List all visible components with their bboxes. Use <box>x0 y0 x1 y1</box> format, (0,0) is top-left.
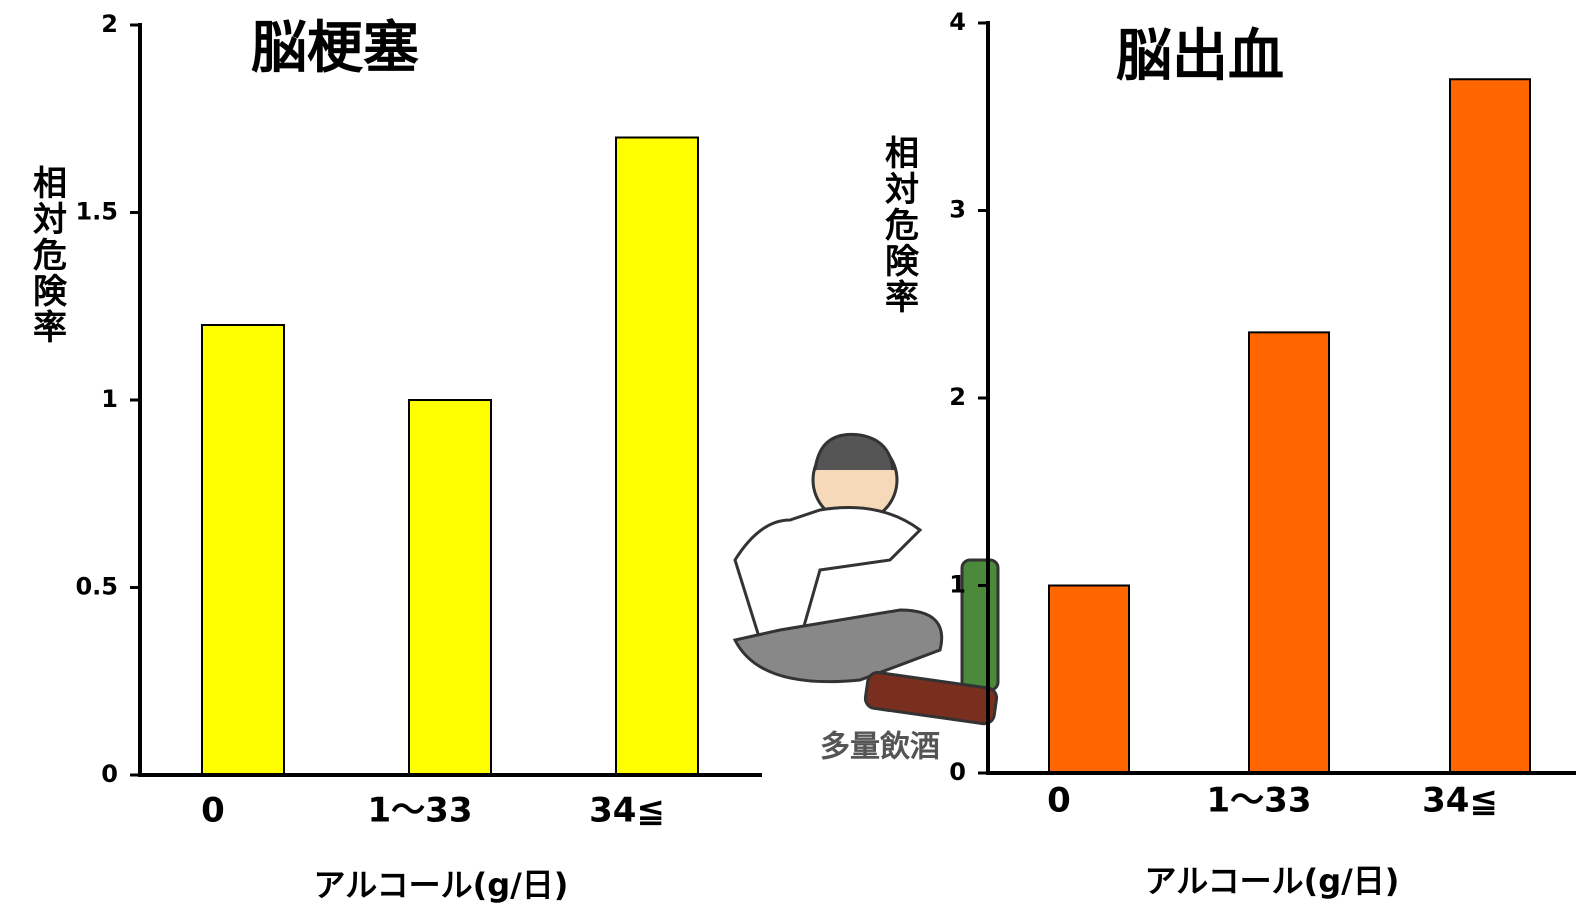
y-tick-label: 4 <box>949 8 966 36</box>
x-tick-label: 0 <box>201 791 225 831</box>
x-tick-label: 34≦ <box>1422 781 1498 821</box>
y-tick-label: 0 <box>101 760 118 788</box>
y-axis-label: 相対危険率 <box>27 165 67 345</box>
bar <box>1048 584 1130 774</box>
x-axis-label: アルコール(g/日) <box>1145 862 1400 900</box>
y-tick-label: 1 <box>101 385 118 413</box>
bar <box>1248 331 1330 774</box>
bar <box>408 399 492 776</box>
y-tick-label: 2 <box>949 383 966 411</box>
y-tick-label: 2 <box>101 10 118 38</box>
chart-title: 脳出血 <box>1116 24 1284 89</box>
y-tick-label: 1.5 <box>75 198 118 226</box>
y-tick-label: 3 <box>949 196 966 224</box>
x-tick-label: 1〜33 <box>1207 781 1312 821</box>
y-tick-label: 0.5 <box>75 573 118 601</box>
illustration-caption: 多量飲酒 <box>820 730 940 765</box>
illustration: 多量飲酒 <box>732 432 1000 765</box>
bar <box>201 324 285 776</box>
x-tick-label: 34≦ <box>589 791 665 831</box>
y-tick-label: 1 <box>949 571 966 599</box>
x-tick-label: 1〜33 <box>368 791 473 831</box>
bar <box>1449 78 1531 774</box>
y-axis-label: 相対危険率 <box>879 135 919 315</box>
x-axis-label: アルコール(g/日) <box>314 866 569 904</box>
bar <box>615 136 699 776</box>
x-tick-label: 0 <box>1047 781 1071 821</box>
y-tick-label: 0 <box>949 758 966 786</box>
chart-title: 脳梗塞 <box>251 16 419 81</box>
